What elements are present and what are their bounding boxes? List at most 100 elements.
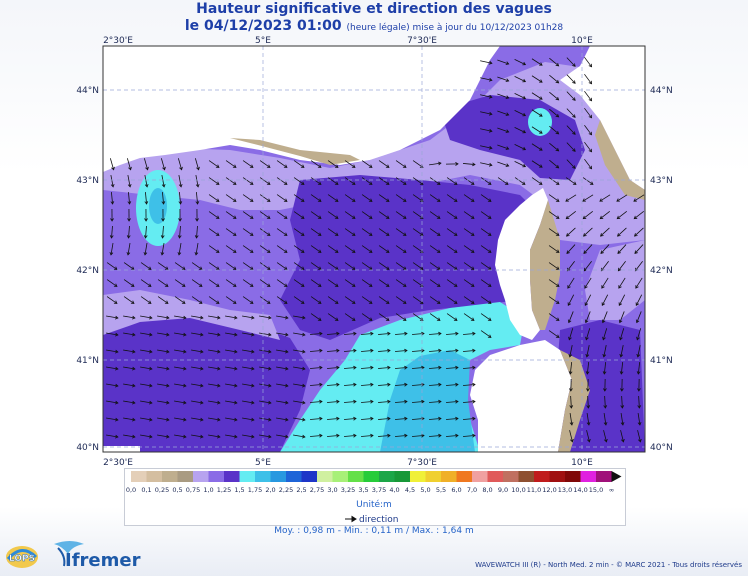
direction-arrowhead [555, 164, 560, 169]
direction-arrow [178, 175, 182, 187]
colorbar-swatch [518, 471, 534, 482]
direction-arrow [361, 211, 373, 219]
direction-arrowhead [249, 198, 254, 202]
direction-arrowhead [300, 232, 305, 236]
direction-arrowhead [147, 266, 152, 270]
direction-arrowhead [284, 366, 289, 371]
colorbar-swatch [255, 471, 271, 482]
direction-arrow [177, 158, 183, 170]
direction-arrow [463, 177, 475, 185]
direction-arrow [123, 400, 135, 404]
direction-arrow [360, 384, 374, 386]
direction-arrowhead [165, 332, 170, 337]
direction-arrowhead [351, 215, 356, 219]
direction-arrowhead [635, 302, 640, 307]
direction-arrowhead [488, 77, 493, 82]
direction-arrow [145, 225, 147, 239]
direction-arrowhead [385, 164, 390, 168]
sea-light-east [585, 240, 645, 320]
direction-arrowhead [620, 388, 624, 392]
colorbar-swatch [456, 471, 472, 482]
direction-arrowhead [266, 249, 271, 253]
direction-arrow [194, 158, 200, 170]
direction-arrow [634, 244, 644, 254]
lon-label-top-2: 7°30'E [407, 36, 437, 46]
direction-arrow [276, 279, 288, 287]
direction-arrow [480, 60, 492, 64]
direction-arrowhead [368, 317, 373, 321]
direction-arrow [361, 262, 373, 270]
direction-arrow [462, 418, 476, 420]
direction-arrowhead [233, 417, 238, 422]
direction-arrow [566, 244, 576, 254]
direction-arrow [110, 175, 114, 187]
direction-arrowhead [148, 383, 153, 388]
direction-arrow [412, 313, 424, 321]
lon-label-bottom-1: 5°E [255, 458, 271, 468]
direction-arrow [360, 350, 374, 352]
direction-arrow [157, 296, 169, 304]
direction-arrow [293, 349, 305, 353]
direction-arrow [276, 315, 288, 319]
direction-arrow [208, 211, 220, 219]
direction-arrow [191, 400, 203, 404]
direction-arrow [497, 76, 509, 82]
direction-arrow [208, 262, 220, 270]
direction-arrowhead [232, 215, 237, 219]
direction-arrow [174, 315, 186, 319]
colorbar-swatch [379, 471, 395, 482]
direction-arrow [446, 228, 458, 236]
direction-arrow [463, 262, 475, 270]
direction-arrow [429, 245, 441, 253]
direction-arrow [531, 126, 543, 134]
direction-arrow [570, 395, 572, 409]
direction-arrowhead [300, 300, 305, 304]
direction-arrowhead [385, 198, 390, 202]
direction-arrowhead [599, 215, 604, 220]
direction-arrowhead [216, 349, 221, 354]
direction-arrowhead [215, 181, 220, 185]
direction-arrowhead [438, 416, 442, 421]
direction-arrow [276, 332, 288, 336]
direction-arrowhead [148, 417, 153, 422]
direction-arrow [586, 413, 590, 425]
direction-arrow [565, 177, 577, 185]
direction-arrow [394, 350, 408, 352]
direction-arrowhead [370, 399, 374, 404]
direction-arrow [480, 262, 492, 270]
direction-arrow [259, 160, 271, 168]
direction-arrow [514, 93, 526, 99]
direction-arrowhead [215, 249, 220, 253]
direction-arrow [412, 228, 424, 236]
direction-arrow [480, 330, 492, 338]
direction-arrowhead [114, 400, 119, 405]
direction-arrow [411, 401, 425, 403]
direction-arrowhead [566, 233, 570, 237]
direction-arrow [106, 349, 118, 353]
direction-arrowhead [619, 336, 623, 341]
direction-arrowhead [453, 266, 458, 270]
direction-arrow [276, 434, 288, 438]
direction-arrowhead [301, 400, 306, 405]
direction-arrowhead [283, 181, 288, 185]
direction-arrowhead [487, 198, 492, 202]
colorbar-swatch [441, 471, 457, 482]
direction-arrow [584, 260, 592, 272]
direction-arrowhead [616, 215, 621, 220]
direction-arrow [276, 417, 288, 421]
direction-arrowhead [368, 283, 373, 287]
direction-arrowhead [195, 201, 200, 205]
direction-arrow [428, 333, 442, 335]
direction-arrowhead [404, 416, 408, 421]
sea-blue-south [380, 350, 475, 452]
direction-arrowhead [334, 198, 339, 202]
ifremer-wordmark: Ifremer [65, 550, 141, 571]
direction-arrow [179, 225, 181, 239]
direction-arrow [140, 332, 152, 336]
direction-arrow [326, 435, 340, 437]
direction-arrowhead [539, 113, 543, 117]
direction-arrowhead [233, 383, 238, 388]
direction-arrow [531, 177, 543, 185]
direction-arrow [225, 383, 237, 387]
direction-arrowhead [488, 94, 493, 99]
